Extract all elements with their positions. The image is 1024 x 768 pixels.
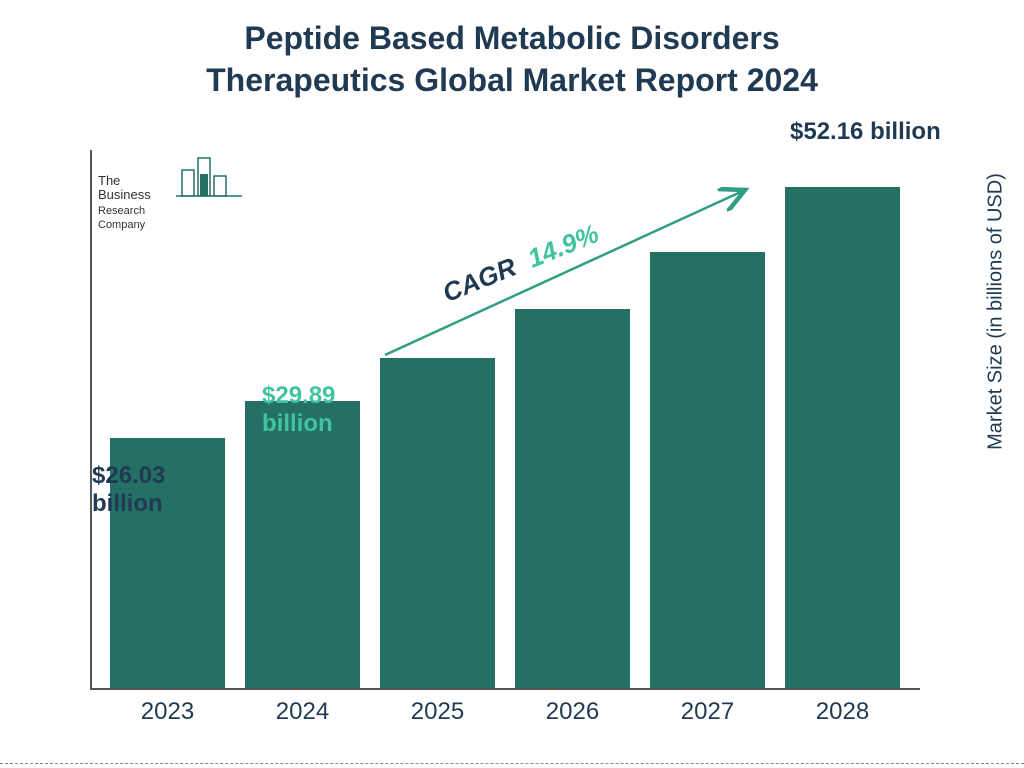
title-line1: Peptide Based Metabolic Disorders [244, 20, 779, 56]
bar [785, 187, 900, 688]
x-tick-label: 2024 [245, 698, 360, 726]
x-tick-label: 2025 [380, 698, 495, 726]
x-tick-label: 2023 [110, 698, 225, 726]
bar-wrap [380, 358, 495, 688]
x-labels-container: 2023 2024 2025 2026 2027 2028 [90, 698, 920, 726]
bottom-divider [0, 763, 1024, 764]
bar-wrap [785, 187, 900, 688]
x-tick-label: 2027 [650, 698, 765, 726]
x-tick-label: 2028 [785, 698, 900, 726]
chart-title: Peptide Based Metabolic Disorders Therap… [0, 18, 1024, 101]
x-axis-line [90, 688, 920, 690]
bar [380, 358, 495, 688]
bar-wrap [515, 309, 630, 688]
x-tick-label: 2026 [515, 698, 630, 726]
value-label: $26.03billion [92, 462, 165, 517]
value-label: $29.89billion [262, 382, 335, 437]
y-axis-label: Market Size (in billions of USD) [985, 173, 1008, 450]
value-label: $52.16 billion [790, 118, 941, 146]
cagr-arrow [375, 175, 765, 365]
bar [245, 401, 360, 688]
bar [515, 309, 630, 688]
title-line2: Therapeutics Global Market Report 2024 [206, 62, 818, 98]
bar-wrap [245, 401, 360, 688]
